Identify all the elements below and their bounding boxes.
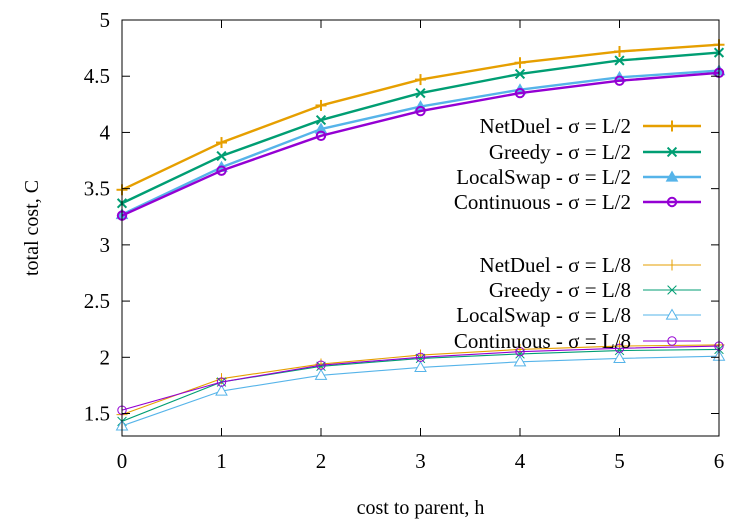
marker-triangle	[665, 170, 679, 182]
x-axis-label: cost to parent, h	[357, 497, 485, 519]
marker-plus	[415, 74, 426, 86]
marker-cross-b	[514, 68, 526, 80]
marker-cross	[666, 146, 678, 158]
x-tick-label: 2	[316, 449, 327, 473]
series-1	[116, 39, 725, 196]
marker-plus	[514, 57, 526, 69]
marker-cross-b	[666, 146, 678, 158]
marker-triangle	[513, 355, 527, 367]
legend-label: NetDuel - σ = L/8	[480, 253, 631, 277]
marker-triangle	[215, 384, 228, 396]
series-5	[116, 339, 725, 421]
legend-item: Continuous - σ = L/8	[454, 329, 701, 353]
legend-item: Greedy - σ = L/2	[489, 140, 701, 164]
marker-circle	[614, 343, 625, 354]
marker-cross	[415, 353, 426, 364]
legend-label: LocalSwap - σ = L/2	[456, 165, 631, 189]
marker-circle	[316, 360, 326, 370]
marker-circle	[666, 196, 678, 208]
marker-circle	[614, 75, 625, 86]
series-3	[115, 64, 726, 220]
legend-label: LocalSwap - σ = L/8	[456, 303, 631, 327]
marker-circle	[216, 377, 227, 387]
x-tick-label: 0	[117, 449, 128, 473]
x-tick-label: 5	[614, 449, 625, 473]
marker-cross	[216, 150, 227, 162]
marker-triangle	[314, 122, 328, 134]
marker-triangle	[414, 360, 427, 373]
series-line	[121, 71, 720, 217]
marker-cross-b	[316, 361, 326, 372]
marker-cross	[667, 285, 677, 295]
marker-triangle	[314, 368, 328, 380]
x-tick-label: 6	[714, 449, 725, 473]
series-line	[121, 345, 720, 411]
series-2	[116, 47, 725, 209]
marker-plus	[666, 259, 678, 271]
series-7	[115, 349, 726, 431]
marker-triangle	[613, 351, 626, 364]
marker-plus	[666, 120, 678, 132]
marker-circle	[515, 346, 525, 357]
legend-item: LocalSwap - σ = L/8	[456, 303, 701, 327]
marker-cross-b	[415, 353, 426, 364]
y-tick-label: 4	[100, 120, 111, 144]
marker-plus	[614, 45, 625, 57]
marker-circle	[216, 165, 227, 176]
marker-plus	[216, 137, 227, 149]
marker-cross	[614, 55, 625, 66]
plot-area	[115, 39, 726, 431]
legend-label: Continuous - σ = L/2	[454, 190, 631, 214]
legend-item: Continuous - σ = L/2	[454, 190, 701, 214]
x-tick-label: 1	[216, 449, 227, 473]
y-tick-label: 5	[100, 8, 111, 32]
legend-item: NetDuel - σ = L/2	[480, 114, 701, 138]
y-tick-label: 3	[100, 233, 111, 257]
marker-cross-b	[315, 114, 327, 126]
y-tick-label: 1.5	[84, 402, 110, 426]
y-axis-label: total cost, C	[21, 180, 43, 276]
axes: 0 1 2 3 4 5 6 1.5 2 2.5 3 3.5 4 4.5 5	[84, 8, 725, 473]
marker-cross-b	[614, 55, 625, 66]
marker-cross	[315, 114, 327, 126]
marker-circle	[315, 130, 327, 142]
series-4	[116, 67, 725, 221]
marker-circle	[415, 105, 426, 117]
legend-item: Greedy - σ = L/8	[489, 278, 701, 302]
y-tick-label: 4.5	[84, 64, 110, 88]
y-tick-label: 3.5	[84, 177, 110, 201]
legend-item: NetDuel - σ = L/8	[480, 253, 701, 277]
marker-triangle	[665, 308, 679, 320]
series-8	[117, 341, 724, 415]
x-tick-label: 3	[415, 449, 426, 473]
legend-label: NetDuel - σ = L/2	[480, 114, 631, 138]
marker-cross-b	[614, 345, 625, 356]
marker-circle	[514, 87, 526, 99]
legend-label: Greedy - σ = L/8	[489, 278, 631, 302]
marker-cross	[614, 345, 625, 356]
marker-cross	[515, 349, 525, 359]
marker-cross-b	[667, 285, 677, 295]
legend-label: Continuous - σ = L/8	[454, 329, 631, 353]
legend-label: Greedy - σ = L/2	[489, 140, 631, 164]
marker-plus	[315, 99, 327, 111]
legend-item: LocalSwap - σ = L/2	[456, 165, 701, 189]
y-tick-label: 2.5	[84, 289, 110, 313]
y-tick-label: 2	[100, 345, 111, 369]
marker-cross-b	[415, 87, 426, 99]
x-tick-label: 4	[515, 449, 526, 473]
marker-cross	[316, 361, 326, 372]
marker-circle	[415, 352, 426, 362]
marker-cross	[514, 68, 526, 80]
marker-cross	[415, 87, 426, 99]
marker-circle	[667, 336, 677, 346]
marker-cross-b	[216, 150, 227, 162]
marker-cross-b	[515, 349, 525, 359]
